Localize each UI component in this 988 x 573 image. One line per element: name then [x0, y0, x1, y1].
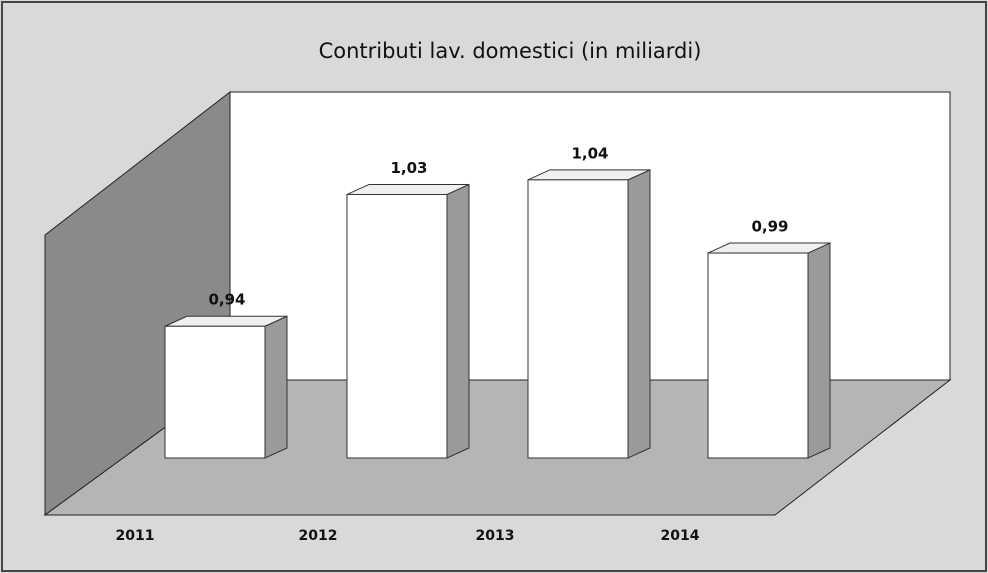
value-label: 1,04	[571, 144, 608, 162]
bar-side	[264, 315, 288, 459]
chart-title: Contributi lav. domestici (in miliardi)	[319, 39, 702, 63]
bar	[164, 325, 266, 459]
bar	[527, 179, 629, 459]
x-tick-label: 2014	[661, 528, 700, 544]
bar-side	[807, 242, 831, 459]
value-label: 1,03	[390, 159, 427, 177]
x-tick-label: 2011	[116, 528, 155, 544]
x-tick-label: 2013	[476, 528, 515, 544]
bar-top	[346, 183, 470, 195]
bar-side	[446, 183, 470, 459]
bar-top	[707, 242, 831, 254]
value-label: 0,99	[751, 218, 788, 236]
bar-side	[627, 169, 651, 459]
bar-top	[164, 315, 288, 327]
value-label: 0,94	[208, 291, 245, 309]
x-tick-label: 2012	[299, 528, 338, 544]
bar	[346, 193, 448, 459]
bar-top	[527, 169, 651, 181]
bar	[707, 252, 809, 459]
